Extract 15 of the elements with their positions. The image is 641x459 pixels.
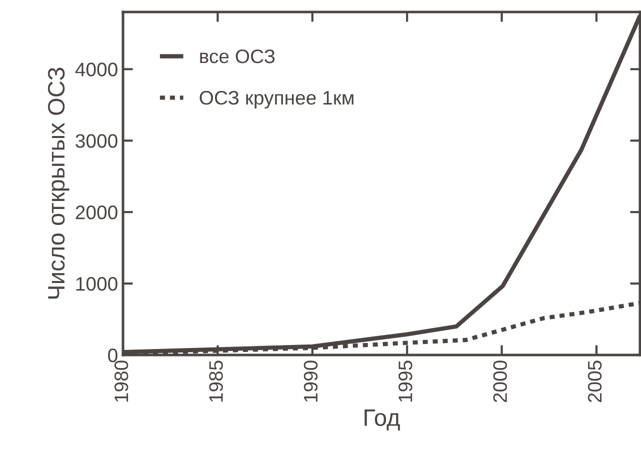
x-axis-title: Год (364, 410, 400, 430)
legend-label: все ОСЗ (200, 49, 275, 64)
y-tick-label: 0 (108, 348, 118, 362)
y-tick-label: 2000 (76, 206, 118, 220)
y-axis-title: Число открытых ОСЗ (48, 68, 70, 299)
x-tick-label: 1995 (398, 360, 412, 402)
x-tick-label: 2000 (493, 360, 507, 402)
x-tick-label: 2005 (588, 360, 602, 402)
legend-label: ОСЗ крупнее 1км (200, 90, 354, 109)
y-tick-label: 3000 (76, 134, 118, 148)
x-tick-label: 1980 (114, 360, 128, 402)
x-tick-label: 1985 (209, 360, 223, 402)
y-tick-label: 1000 (76, 277, 118, 291)
y-tick-label: 4000 (75, 62, 118, 76)
x-tick-label: 1990 (304, 360, 318, 402)
